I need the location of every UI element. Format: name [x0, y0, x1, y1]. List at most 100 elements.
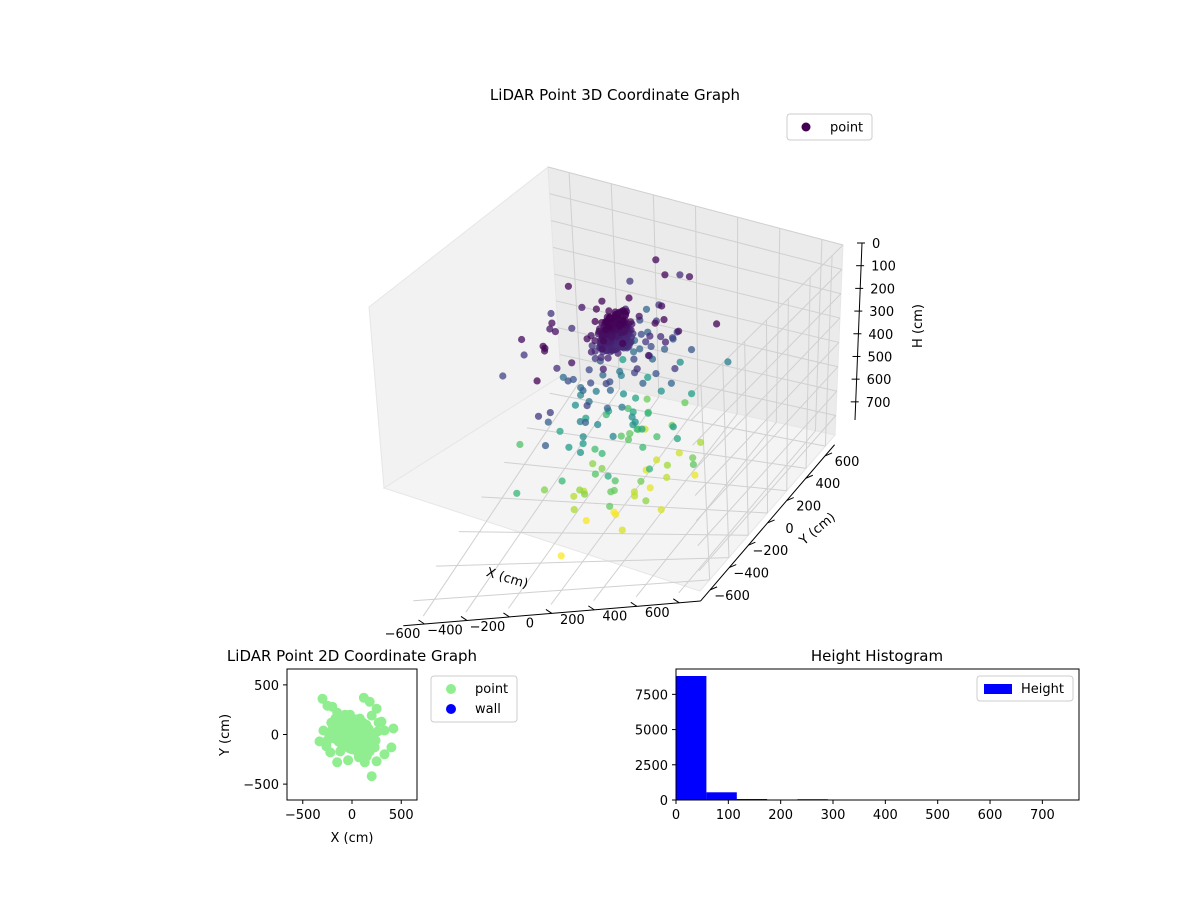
- chart-2d-y-tick-label: 500: [254, 679, 279, 694]
- chart-3d-point: [583, 402, 591, 410]
- chart-3d-zlabel: H (cm): [911, 304, 926, 348]
- chart-2d-point: [334, 725, 345, 736]
- chart-3d-z-tick-label: 100: [871, 260, 896, 275]
- chart-3d-point: [592, 387, 600, 395]
- chart-3d-point: [636, 345, 644, 353]
- chart-histogram: Height Histogram 0 100 200 300 400 500 600 7000…: [635, 647, 1080, 823]
- chart-3d-point: [591, 354, 599, 363]
- chart-3d-grid-z-right: [690, 269, 843, 421]
- chart-3d-point: [604, 354, 612, 362]
- chart-3d-point: [667, 379, 676, 387]
- chart-3d-point: [663, 473, 671, 481]
- chart-3d-panes: [368, 166, 844, 592]
- chart-2d-point: [366, 771, 377, 782]
- chart-3d-point: [568, 359, 576, 367]
- chart-3d-z-tick-label: 0: [872, 237, 880, 252]
- chart-3d-point: [681, 399, 689, 407]
- chart-3d-point: [591, 317, 599, 326]
- chart-3d-grid-z-right: [698, 415, 837, 572]
- chart-3d-x-tick: [545, 608, 553, 614]
- chart-3d-point: [619, 390, 628, 398]
- chart-3d-point: [599, 337, 608, 345]
- chart-3d-grid-z-left: [551, 220, 842, 295]
- chart-3d-x-tick-label: 600: [645, 606, 670, 621]
- chart-3d-point: [651, 319, 659, 327]
- histogram-x-tick-label: 700: [1030, 808, 1055, 823]
- chart-3d-y-tick-label: 600: [835, 455, 860, 470]
- chart-3d-legend-label: point: [830, 121, 863, 136]
- chart-3d-z-tick-label: 700: [866, 396, 891, 411]
- chart-3d-z-tick-label: 500: [868, 350, 893, 365]
- chart-3d-point: [647, 342, 655, 351]
- chart-3d-point: [541, 347, 549, 355]
- chart-3d-point: [724, 358, 732, 366]
- chart-3d-point: [589, 460, 597, 468]
- chart-3d-y-tick-label: −400: [733, 567, 769, 582]
- chart-3d-point: [579, 440, 587, 448]
- chart-2d-x-tick-label: 0: [348, 808, 356, 823]
- chart-3d-point: [591, 445, 599, 453]
- chart-3d-grid-x-wall: [736, 217, 739, 414]
- chart-2d-ylabel: Y (cm): [218, 714, 233, 757]
- chart-3d-points: [499, 256, 732, 560]
- chart-3d-z-axis-line: [854, 242, 863, 421]
- chart-3d-point: [583, 335, 591, 343]
- histogram-x-tick-label: 200: [768, 808, 793, 823]
- chart-3d-point: [599, 365, 607, 373]
- chart-3d-point: [637, 330, 645, 338]
- histogram-x-tick-label: 400: [873, 808, 898, 823]
- chart-3d-x-tick-label: 0: [526, 616, 534, 631]
- chart-3d-title: LiDAR Point 3D Coordinate Graph: [490, 86, 740, 104]
- chart-3d-x-tick-label: 200: [560, 613, 585, 628]
- chart-3d-point: [624, 436, 633, 444]
- chart-3d-point: [587, 379, 595, 387]
- chart-3d-point: [598, 297, 606, 305]
- chart-3d-point: [598, 345, 606, 353]
- chart-3d-point: [644, 409, 652, 417]
- chart-3d-point: [646, 332, 654, 340]
- chart-2d-x-tick-label: −500: [285, 808, 321, 823]
- chart-3d-point: [579, 433, 587, 441]
- chart-3d-point: [570, 506, 578, 514]
- chart-3d-point: [657, 333, 665, 341]
- chart-3d-z-tick-label: 400: [868, 328, 893, 343]
- chart-3d-point: [644, 373, 652, 381]
- chart-3d-y-tick-label: 200: [796, 500, 821, 515]
- chart-3d-point: [633, 365, 641, 373]
- chart-3d-point: [689, 454, 697, 462]
- chart-2d-point: [352, 727, 363, 738]
- histogram-x-tick-label: 600: [978, 808, 1003, 823]
- chart-3d-point: [616, 367, 624, 376]
- chart-3d-point: [513, 489, 521, 497]
- chart-3d-point: [637, 477, 645, 485]
- chart-3d-point: [669, 423, 677, 431]
- chart-3d-point: [564, 282, 573, 290]
- chart-3d-point: [661, 345, 669, 353]
- chart-3d-point: [675, 327, 683, 335]
- chart-3d-y-tick: [709, 586, 718, 591]
- chart-3d-grid-z-right: [692, 293, 842, 446]
- chart-3d-point: [689, 460, 698, 469]
- chart-2d-legend: point wall: [430, 675, 518, 723]
- chart-3d-floor-pane: [382, 375, 836, 592]
- histogram-bars: [676, 676, 889, 800]
- chart-3d-point: [578, 303, 586, 311]
- histogram-x-tick-label: 500: [925, 808, 950, 823]
- chart-3d-point: [676, 358, 684, 366]
- chart-3d-point: [541, 442, 550, 450]
- chart-3d-point: [660, 316, 668, 324]
- chart-3d-point: [642, 497, 650, 505]
- chart-3d-point: [632, 394, 640, 402]
- chart-2d-point: [350, 742, 361, 753]
- chart-3d-x-tick: [673, 598, 680, 604]
- chart-3d-y-tick: [786, 497, 794, 502]
- histogram-y-tick-label: 2500: [635, 759, 668, 774]
- chart-3d-point: [599, 371, 607, 379]
- chart-3d-point: [548, 319, 556, 327]
- chart-3d-x-tick-label: −600: [385, 627, 421, 642]
- chart-3d-point: [606, 502, 614, 510]
- chart-3d-y-tick-label: 0: [785, 522, 793, 537]
- histogram-legend-swatch-icon: [984, 684, 1012, 694]
- chart-2d-point: [339, 714, 350, 725]
- chart-3d-grid-y-floor: [549, 392, 826, 447]
